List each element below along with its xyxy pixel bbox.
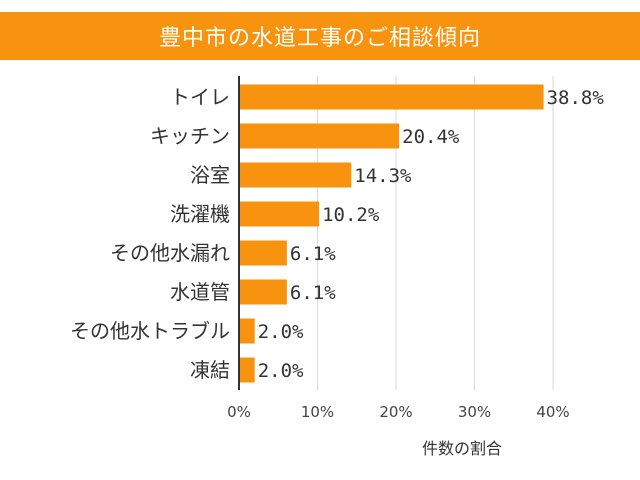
x-axis-title: 件数の割合: [422, 439, 502, 458]
value-label-4: 6.1%: [290, 243, 336, 265]
chart-title: 豊中市の水道工事のご相談傾向: [158, 26, 481, 51]
value-label-6: 2.0%: [258, 321, 304, 343]
bar-2: [239, 162, 352, 188]
chart-title-bar: 豊中市の水道工事のご相談傾向: [0, 12, 640, 60]
bar-5: [239, 279, 287, 305]
bar-4: [239, 240, 287, 266]
category-label-1: キッチン: [150, 124, 230, 148]
value-label-5: 6.1%: [290, 282, 336, 304]
value-label-2: 14.3%: [354, 165, 412, 187]
category-label-7: 凍結: [190, 358, 230, 382]
x-tick-label-3: 30%: [458, 403, 491, 421]
x-tick-label-0: 0%: [227, 403, 251, 421]
value-label-0: 38.8%: [547, 87, 605, 109]
category-label-0: トイレ: [170, 85, 230, 109]
category-label-3: 洗濯機: [170, 202, 230, 226]
bar-0: [239, 84, 544, 110]
value-label-1: 20.4%: [402, 126, 460, 148]
x-tick-label-2: 20%: [379, 403, 412, 421]
value-label-3: 10.2%: [322, 204, 380, 226]
category-label-2: 浴室: [190, 163, 230, 187]
category-label-6: その他水トラブル: [70, 319, 230, 343]
bar-3: [239, 201, 320, 227]
bar-7: [239, 357, 255, 383]
category-label-4: その他水漏れ: [110, 241, 230, 265]
bar-6: [239, 318, 255, 344]
x-tick-label-1: 10%: [301, 403, 334, 421]
bar-1: [239, 123, 400, 149]
category-label-5: 水道管: [170, 280, 230, 304]
value-label-7: 2.0%: [258, 360, 304, 382]
x-tick-label-4: 40%: [536, 403, 569, 421]
